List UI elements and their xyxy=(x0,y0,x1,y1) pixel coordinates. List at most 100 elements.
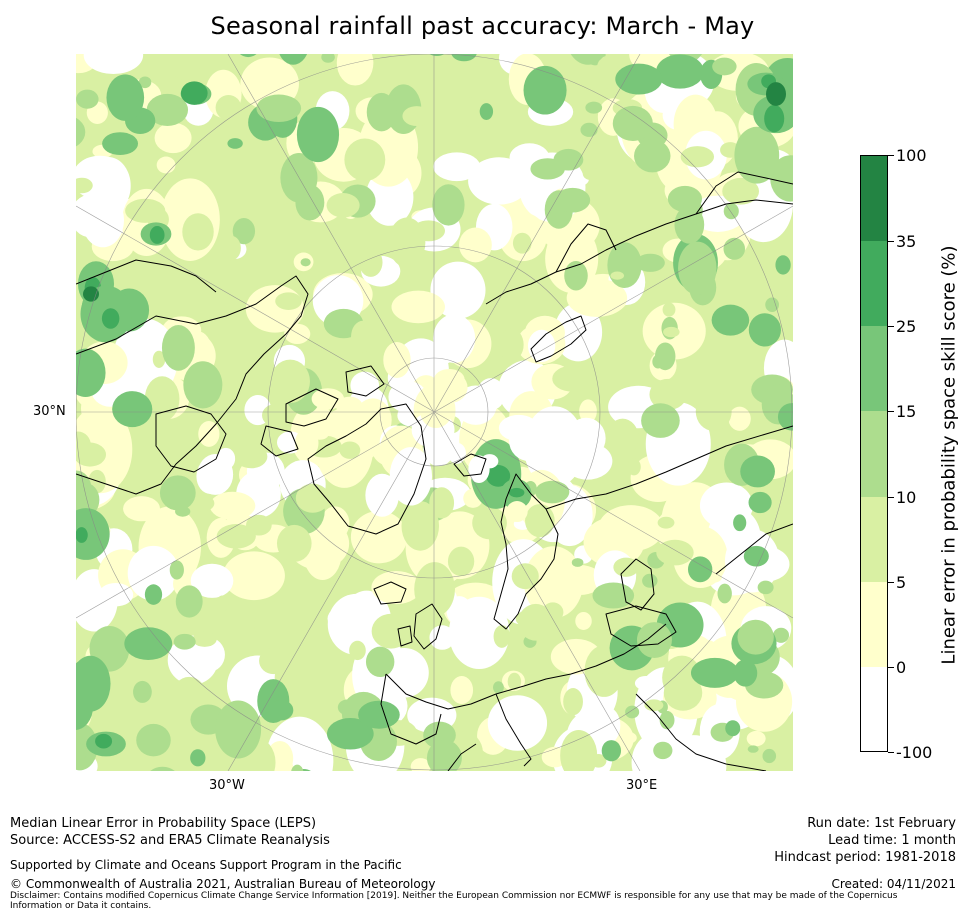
field-patch-mid xyxy=(722,177,760,205)
field-patch-high xyxy=(733,514,747,532)
field-patch-high xyxy=(740,455,775,488)
field-patch-mid xyxy=(215,95,242,121)
field-patch-mid xyxy=(472,506,507,540)
footer-supported: Supported by Climate and Oceans Support … xyxy=(10,858,402,872)
field-patch-low xyxy=(303,527,342,581)
field-patch-mid xyxy=(590,754,607,768)
footer-left: Median Linear Error in Probability Space… xyxy=(10,815,330,849)
field-patch-high xyxy=(239,54,257,58)
field-patch-low xyxy=(98,583,134,607)
field-patch-low xyxy=(591,706,621,745)
field-patch-mid xyxy=(76,442,107,467)
field-patch-high xyxy=(296,106,340,163)
footer-created: Created: 04/11/2021 xyxy=(831,877,956,891)
colorbar-tick-label: -100 xyxy=(896,743,933,762)
field-patch-high xyxy=(748,313,782,347)
field-patch-high xyxy=(102,132,139,156)
field-patch-low xyxy=(383,342,411,378)
chart-title: Seasonal rainfall past accuracy: March -… xyxy=(210,12,755,40)
colorbar-tick-label: 10 xyxy=(896,488,917,507)
field-patch-mid xyxy=(612,105,653,141)
field-patch-mid xyxy=(76,482,100,517)
field-patch-low xyxy=(429,625,455,650)
field-patch-low xyxy=(487,695,548,751)
field-patch-low xyxy=(433,152,481,182)
field-patch-high xyxy=(227,138,243,149)
colorbar-tick-label: 100 xyxy=(896,146,927,165)
field-patch-mid xyxy=(659,710,675,730)
field-patch-mid xyxy=(555,187,591,213)
field-patch-high xyxy=(634,139,671,173)
colorbar-tick xyxy=(888,155,894,156)
footer-disclaimer: Disclaimer: Contains modified Copernicus… xyxy=(10,891,898,911)
field-patch-high xyxy=(136,723,171,757)
field-patch-high xyxy=(748,491,772,514)
field-hotspot xyxy=(76,508,110,560)
field-patch-mid xyxy=(535,480,570,504)
field-patch-mid xyxy=(159,475,196,511)
italy xyxy=(495,693,532,767)
field-patch-mid xyxy=(542,602,564,623)
field-patch-high xyxy=(711,304,750,336)
field-patch-mid xyxy=(667,185,703,212)
greenland-coast xyxy=(307,403,427,535)
field-patch-low xyxy=(371,570,422,605)
footer-run-date: Run date: 1st February xyxy=(807,816,956,831)
field-patch-mid xyxy=(175,506,191,517)
field-patch-low xyxy=(509,420,551,462)
colorbar-bin-25-35 xyxy=(860,241,888,326)
hudson-bay xyxy=(155,405,227,473)
colorbar-bin-0-5 xyxy=(860,582,888,667)
field-patch-mid xyxy=(417,126,433,138)
field-patch-mid xyxy=(662,655,702,700)
asia-east-coast xyxy=(715,523,793,575)
field-patch-low xyxy=(617,731,637,745)
field-patch-high xyxy=(656,54,704,89)
field-patch-mid xyxy=(571,558,584,567)
colorbar-tick xyxy=(888,582,894,583)
field-patch-high xyxy=(169,560,184,580)
arabia-coast xyxy=(635,693,767,771)
field-patch-high xyxy=(112,391,153,428)
taymyr xyxy=(555,223,617,273)
field-patch-mid xyxy=(507,672,522,691)
field-patch-mid xyxy=(564,261,588,291)
field-patch-low xyxy=(433,314,476,363)
field-patch-low xyxy=(746,730,766,747)
field-patch-low xyxy=(468,157,530,205)
field-patch-mid xyxy=(146,93,189,126)
field-hotspot xyxy=(508,487,525,498)
field-patch-low xyxy=(310,428,329,440)
field-patch-low xyxy=(83,54,144,75)
colorbar xyxy=(860,155,888,752)
caspian-sea xyxy=(620,558,655,611)
field-patch-mid xyxy=(641,403,680,438)
field-patch-mid xyxy=(594,653,616,675)
field-patch-mid xyxy=(607,242,642,289)
field-patch-mid xyxy=(492,681,504,694)
field-patch-low xyxy=(198,421,220,447)
field-patch-high xyxy=(690,657,739,688)
footer-leps: Median Linear Error in Probability Space… xyxy=(10,816,317,831)
field-patch-mid xyxy=(525,504,555,538)
colorbar-tick-label: 0 xyxy=(896,658,907,677)
field-patch-high xyxy=(124,627,173,661)
field-patch-high xyxy=(737,619,774,655)
field-patch-low xyxy=(311,388,345,410)
field-patch-mid xyxy=(315,337,332,351)
field-patch-mid xyxy=(234,444,268,469)
field-patch-low xyxy=(123,496,161,522)
field-patch-mid xyxy=(344,138,386,182)
field-patch-high xyxy=(256,94,302,123)
field-patch-mid xyxy=(414,562,455,617)
field-patch-high xyxy=(76,117,86,147)
field-patch-mid xyxy=(553,148,584,171)
svalbard xyxy=(453,453,487,477)
field-patch-mid xyxy=(784,757,793,771)
field-patch-mid xyxy=(773,627,790,643)
field-patch-low xyxy=(154,122,192,154)
field-patch-mid xyxy=(275,292,302,310)
field-patch-mid xyxy=(663,326,680,338)
field-patch-low xyxy=(81,192,125,248)
field-patch-mid xyxy=(133,680,152,703)
